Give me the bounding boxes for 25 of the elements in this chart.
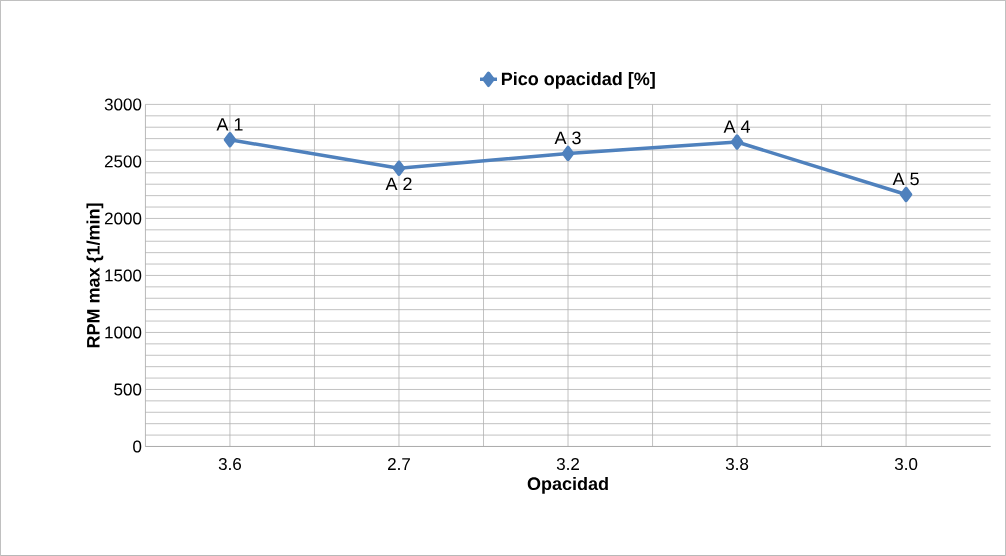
annotation: A 2 — [385, 177, 412, 191]
x-tick-label: 3.2 — [556, 458, 579, 471]
legend-label: Pico opacidad [%] — [501, 72, 655, 89]
annotation: A 1 — [216, 118, 243, 131]
x-tick-label: 2.7 — [388, 458, 410, 470]
y-tick-label: 500 — [114, 383, 142, 396]
x-tick-label: 3.8 — [725, 458, 749, 471]
annotation: A 5 — [892, 172, 919, 186]
y-tick-label: 3000 — [104, 98, 142, 111]
point — [730, 134, 744, 150]
annotation: A 3 — [554, 131, 581, 145]
x-tick-label: 3.0 — [894, 458, 918, 471]
x-axis-title: Opacidad — [527, 476, 608, 494]
point — [899, 186, 913, 203]
annotation: A 4 — [723, 120, 751, 133]
point — [561, 145, 575, 162]
x-tick-label: 3.6 — [218, 458, 242, 471]
y-tick-label: 0 — [133, 440, 142, 453]
y-tick-label: 2000 — [104, 212, 142, 225]
y-tick-label: 1500 — [105, 269, 142, 282]
point — [392, 160, 406, 177]
y-tick-label: 1000 — [105, 326, 142, 339]
y-tick-label: 2500 — [104, 155, 142, 168]
point — [223, 132, 237, 148]
y-axis-title: RPM max {1/min] — [86, 203, 104, 348]
